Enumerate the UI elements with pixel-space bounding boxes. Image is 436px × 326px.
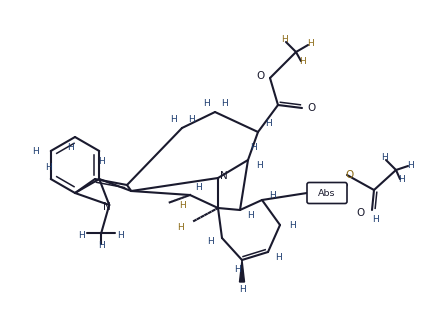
Text: H: H [170, 114, 177, 124]
Text: H: H [207, 236, 213, 245]
Text: H: H [307, 39, 313, 49]
Text: H: H [265, 120, 271, 128]
Text: H: H [177, 223, 184, 231]
Text: H: H [32, 146, 39, 156]
Text: H: H [234, 265, 240, 274]
Text: H: H [179, 200, 185, 210]
Text: H: H [407, 160, 413, 170]
Text: O: O [307, 103, 315, 113]
Text: H: H [247, 211, 253, 219]
Text: H: H [45, 164, 52, 172]
Text: H: H [275, 253, 281, 261]
Text: N: N [103, 202, 111, 212]
Text: H: H [289, 220, 295, 230]
Polygon shape [239, 260, 245, 282]
Text: H: H [238, 286, 245, 294]
Text: H: H [255, 160, 262, 170]
Text: H: H [281, 36, 287, 45]
Text: H: H [398, 175, 404, 185]
Text: H: H [98, 157, 105, 167]
Text: N: N [220, 171, 228, 181]
Text: H: H [269, 190, 276, 200]
Text: Abs: Abs [318, 188, 336, 198]
Text: O: O [256, 71, 264, 81]
Text: H: H [381, 154, 387, 162]
Text: H: H [203, 98, 209, 108]
Text: O: O [345, 170, 353, 180]
Text: H: H [187, 114, 194, 124]
FancyBboxPatch shape [307, 183, 347, 203]
Text: H: H [371, 215, 378, 225]
Text: O: O [356, 208, 364, 218]
Text: H: H [117, 230, 124, 240]
Text: H: H [221, 98, 228, 108]
Text: H: H [299, 57, 305, 67]
Text: H: H [98, 241, 105, 249]
Text: H: H [194, 183, 201, 191]
Text: H: H [67, 143, 73, 153]
Text: H: H [250, 142, 256, 152]
Text: H: H [78, 230, 85, 240]
